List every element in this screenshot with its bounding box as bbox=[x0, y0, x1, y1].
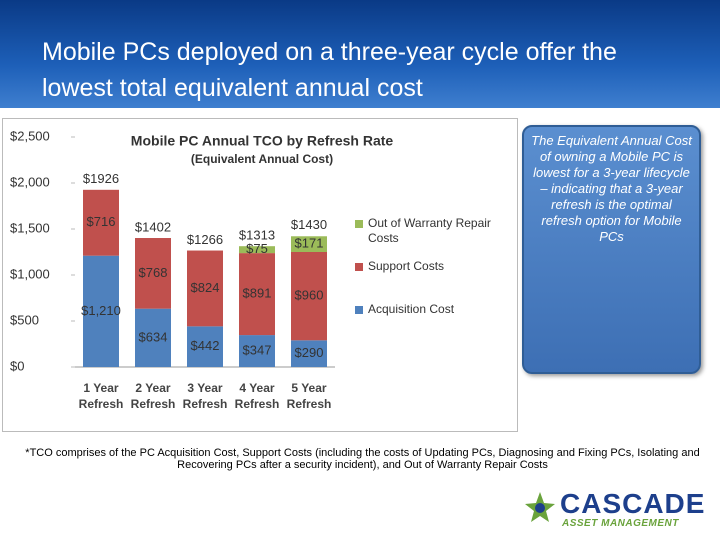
value-label: $75 bbox=[246, 241, 268, 256]
value-label: $960 bbox=[295, 288, 324, 303]
chart-title: Mobile PC Annual TCO by Refresh Rate bbox=[131, 133, 394, 149]
bar-segment bbox=[239, 335, 275, 367]
value-label: $716 bbox=[87, 214, 116, 229]
y-tick-label: $1,500 bbox=[10, 220, 50, 235]
value-label: $1,210 bbox=[81, 303, 121, 318]
value-label: $634 bbox=[139, 329, 168, 344]
y-tick-label: $0 bbox=[10, 358, 24, 373]
x-tick-label: 1 Year Refresh bbox=[78, 381, 124, 411]
legend-label: Out of Warranty Repair Costs bbox=[368, 216, 491, 245]
logo-name: CASCADE bbox=[560, 488, 706, 519]
total-label: $1266 bbox=[187, 232, 223, 247]
value-label: $768 bbox=[139, 265, 168, 280]
logo-tagline: ASSET MANAGEMENT bbox=[562, 518, 679, 529]
total-label: $1313 bbox=[239, 228, 275, 243]
total-label: $1430 bbox=[291, 217, 327, 232]
footnote: *TCO comprises of the PC Acquisition Cos… bbox=[25, 447, 700, 471]
value-label: $290 bbox=[295, 345, 324, 360]
bar-segment bbox=[83, 189, 119, 256]
value-label: $171 bbox=[295, 236, 324, 251]
bar-segment bbox=[239, 253, 275, 336]
y-tick-label: $2,500 bbox=[10, 128, 50, 143]
bar-segment bbox=[187, 250, 223, 327]
total-label: $1926 bbox=[83, 171, 119, 186]
legend-label: Support Costs bbox=[368, 259, 445, 273]
legend-label: Acquisition Cost bbox=[368, 302, 455, 316]
callout-text: The Equivalent Annual Cost of owning a M… bbox=[531, 133, 692, 244]
y-tick-label: $2,000 bbox=[10, 174, 50, 189]
bar-segment bbox=[291, 252, 327, 341]
legend-swatch bbox=[355, 263, 363, 271]
y-tick-label: $500 bbox=[10, 312, 39, 327]
legend-swatch bbox=[355, 306, 363, 314]
bar-segment bbox=[83, 255, 119, 367]
chart-subtitle: (Equivalent Annual Cost) bbox=[191, 152, 333, 166]
x-tick-label: 4 Year Refresh bbox=[234, 381, 280, 411]
callout: The Equivalent Annual Cost of owning a M… bbox=[522, 125, 701, 374]
bar-segment bbox=[291, 340, 327, 367]
x-tick-label: 3 Year Refresh bbox=[182, 381, 228, 411]
logo-icon bbox=[525, 492, 555, 522]
total-label: $1402 bbox=[135, 219, 171, 234]
bar-segment bbox=[135, 308, 171, 367]
header: Mobile PCs deployed on a three-year cycl… bbox=[0, 0, 720, 108]
value-label: $824 bbox=[191, 280, 220, 295]
y-tick-label: $1,000 bbox=[10, 266, 50, 281]
value-label: $442 bbox=[191, 338, 220, 353]
legend-swatch bbox=[355, 220, 363, 228]
x-tick-label: 2 Year Refresh bbox=[130, 381, 176, 411]
bar-segment bbox=[135, 238, 171, 309]
slide-title: Mobile PCs deployed on a three-year cycl… bbox=[42, 38, 617, 102]
bar-segment bbox=[187, 326, 223, 367]
x-tick-label: 5 Year Refresh bbox=[286, 381, 332, 411]
bar-segment bbox=[239, 246, 275, 254]
bar-segment bbox=[291, 236, 327, 252]
value-label: $347 bbox=[243, 342, 272, 357]
value-label: $891 bbox=[243, 286, 272, 301]
